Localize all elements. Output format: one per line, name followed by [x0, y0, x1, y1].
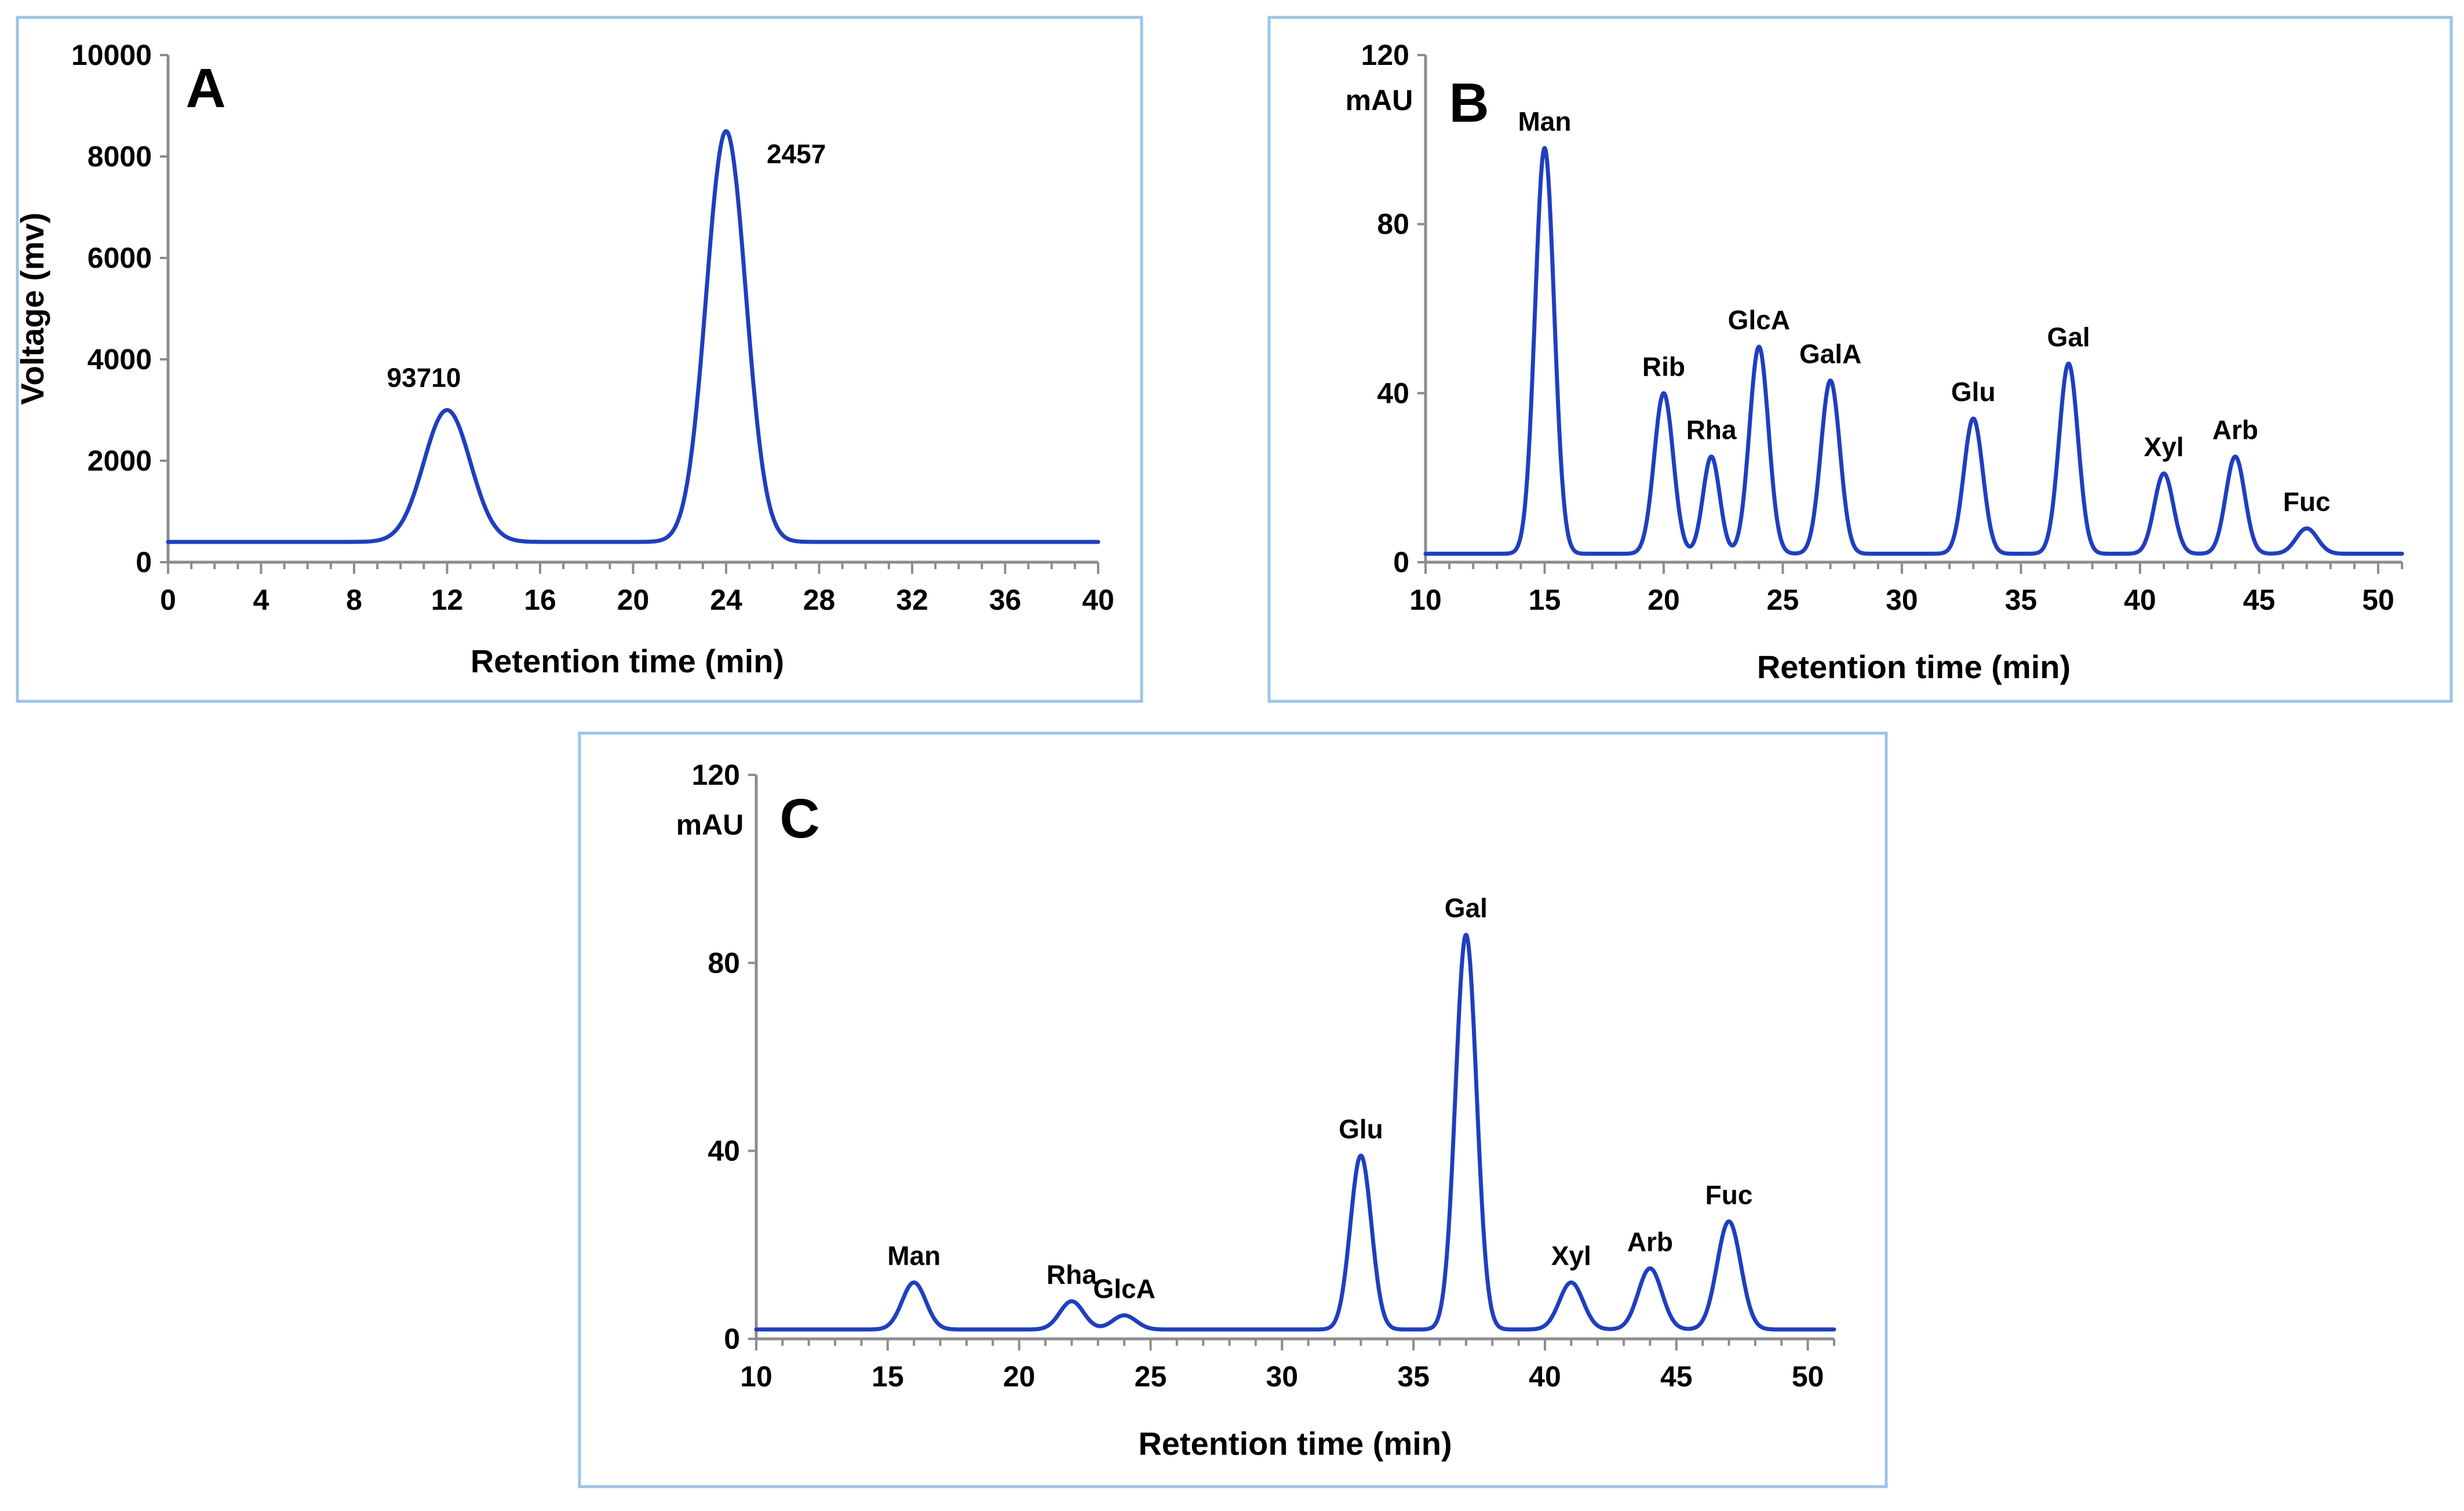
x-tick-label: 25	[1135, 1360, 1167, 1393]
x-tick-label: 45	[1660, 1360, 1693, 1393]
x-tick-label: 0	[160, 584, 176, 616]
peak-label: GalA	[1799, 338, 1861, 369]
y-tick-label: 80	[708, 946, 740, 979]
y-tick-label: 8000	[88, 140, 152, 173]
x-tick-label: 24	[710, 584, 742, 616]
peak-label: Gal	[2047, 322, 2090, 352]
peak-label: Glu	[1951, 377, 1996, 407]
peak-label: GlcA	[1093, 1273, 1155, 1304]
panel-a: 0 2000 4000 6000 8000 10000 0 4 8 12 16 20 24 28 32 36 4…	[14, 16, 1143, 703]
y-unit-label: mAU	[676, 809, 744, 841]
y-unit-label: mAU	[1346, 84, 1413, 116]
y-tick-label: 10000	[71, 39, 152, 71]
peak-label: Rib	[1642, 351, 1685, 381]
x-tick-label: 40	[1082, 584, 1114, 616]
x-axis-title: Retention time (min)	[1757, 649, 2071, 685]
y-tick-label: 0	[1393, 546, 1409, 578]
y-tick-label: 0	[724, 1323, 740, 1355]
y-axis-title: Voltage (mv)	[14, 213, 50, 405]
chromatogram-trace	[166, 129, 1100, 544]
peak-label: Man	[887, 1241, 941, 1271]
peak-label: Glu	[1339, 1114, 1383, 1144]
x-tick-label: 4	[253, 584, 269, 616]
x-tick-label: 10	[1409, 584, 1442, 616]
x-tick-label: 20	[617, 584, 650, 616]
x-tick-label: 30	[1886, 584, 1918, 616]
x-tick-label: 16	[524, 584, 556, 616]
peak-label: Rha	[1686, 415, 1737, 445]
x-tick-label: 15	[872, 1360, 904, 1393]
y-tick-label: 120	[1361, 39, 1409, 71]
y-tick-label: 4000	[88, 343, 152, 376]
peak-label: Man	[1518, 106, 1571, 136]
y-tick-label: 80	[1377, 208, 1409, 241]
chromatogram-trace	[1423, 145, 2404, 556]
x-tick-label: 8	[346, 584, 362, 616]
y-tick-label: 6000	[88, 242, 152, 274]
x-tick-label: 28	[803, 584, 836, 616]
peak-label: Gal	[1445, 893, 1488, 923]
peak-label: Arb	[2213, 415, 2258, 445]
panel-frame	[578, 731, 1888, 1488]
x-tick-label: 15	[1529, 584, 1561, 616]
x-tick-label: 50	[1792, 1360, 1824, 1393]
x-tick-label: 32	[896, 584, 928, 616]
panel-letter: A	[185, 57, 225, 119]
y-tick-label: 2000	[88, 445, 152, 477]
x-tick-label: 36	[989, 584, 1022, 616]
y-tick-label: 120	[692, 759, 740, 791]
x-tick-label: 50	[2362, 584, 2394, 616]
x-tick-label: 20	[1003, 1360, 1036, 1393]
peak-label: Arb	[1627, 1226, 1673, 1257]
peak-label: Xyl	[1551, 1241, 1591, 1271]
x-axis-title: Retention time (min)	[471, 643, 784, 679]
y-tick-label: 0	[136, 546, 152, 578]
x-tick-label: 35	[2005, 584, 2037, 616]
peak-label: Rha	[1047, 1259, 1097, 1290]
panel-b: 0 40 80 120 10 15 20 25 30 35 40 45 50 Retention time…	[1267, 16, 2453, 703]
y-tick-label: 40	[708, 1135, 740, 1167]
x-tick-label: 35	[1397, 1360, 1430, 1393]
x-tick-label: 40	[2124, 584, 2156, 616]
peak-label: 2457	[767, 139, 826, 169]
panel-letter: B	[1449, 72, 1489, 134]
peak-label: Xyl	[2144, 432, 2184, 462]
x-tick-label: 20	[1647, 584, 1680, 616]
x-tick-label: 45	[2243, 584, 2276, 616]
x-tick-label: 10	[740, 1360, 772, 1393]
x-tick-label: 40	[1529, 1360, 1561, 1393]
y-tick-label: 40	[1377, 377, 1409, 409]
panel-frame	[16, 16, 1143, 703]
peak-label: Fuc	[2283, 487, 2331, 517]
panel-c: 0 40 80 120 10 15 20 25 30 35 40 45 50 Retention time…	[578, 731, 1888, 1488]
chromatogram-trace	[754, 933, 1836, 1332]
peak-label: GlcA	[1728, 305, 1790, 335]
x-tick-label: 30	[1266, 1360, 1299, 1393]
peak-label: Fuc	[1705, 1179, 1753, 1210]
x-tick-label: 12	[431, 584, 464, 616]
panel-frame	[1267, 16, 2453, 703]
x-axis-title: Retention time (min)	[1138, 1425, 1452, 1462]
x-tick-label: 25	[1767, 584, 1799, 616]
panel-letter: C	[779, 788, 819, 850]
peak-label: 93710	[387, 363, 461, 393]
